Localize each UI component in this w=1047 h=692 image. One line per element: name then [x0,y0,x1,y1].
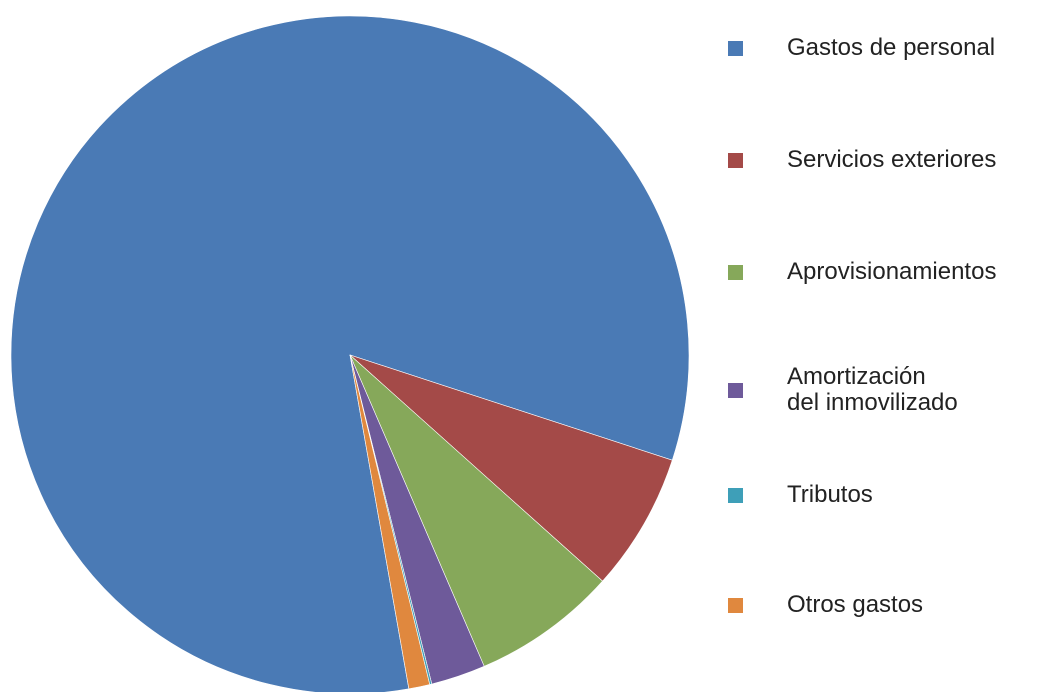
legend-swatch [728,597,743,613]
legend-item: Gastos de personal [728,35,995,61]
legend-swatch [728,382,743,398]
pie-slice [349,354,673,582]
legend-label: Amortización del inmovilizado [787,363,958,416]
legend-item: Amortización del inmovilizado [728,364,958,416]
legend-item: Aprovisionamientos [728,259,996,285]
legend-label: Gastos de personal [787,34,996,61]
legend-label: Servicios exteriores [787,146,997,173]
legend: Gastos de personal Servicios exteriores Ap… [728,0,1047,692]
legend-swatch [728,264,743,280]
legend-swatch [728,152,743,168]
pie-slice [349,354,603,667]
legend-item: Tributos [728,482,873,508]
legend-swatch [728,40,743,56]
legend-label: Tributos [787,481,873,508]
legend-label: Aprovisionamientos [787,258,997,285]
pie-slice [349,354,431,690]
legend-item: Servicios exteriores [728,147,996,173]
pie-area [10,15,690,692]
legend-label: Otros gastos [787,591,924,618]
legend-item: Otros gastos [728,592,923,618]
legend-swatch [728,487,743,503]
pie-slice [10,15,690,692]
